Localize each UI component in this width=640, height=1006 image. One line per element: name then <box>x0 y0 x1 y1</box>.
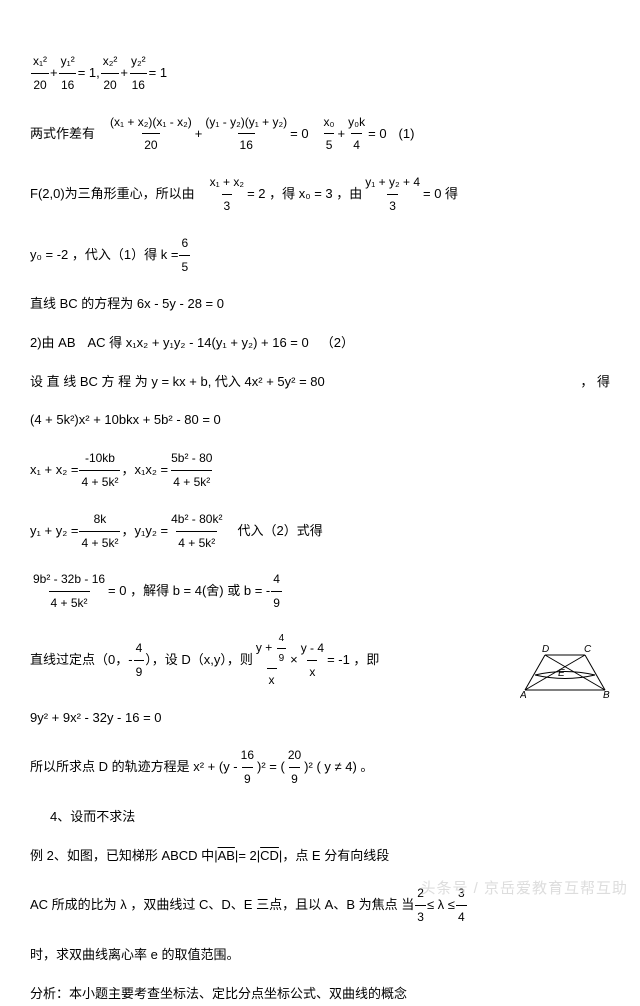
fraction: y - 4x <box>299 637 326 684</box>
fraction: 4b² - 80k²4 + 5k² <box>169 508 224 555</box>
text: 例 2、如图，已知梯形 ABCD 中 <box>30 844 214 869</box>
text: = 1, <box>78 61 100 86</box>
equation-line: y₀ = -2 ，代入（1）得 k = 65 <box>30 232 610 279</box>
text: = 2 ，得 x₀ = 3 ，由 <box>247 182 362 207</box>
text: 代入（2）式得 <box>237 519 322 544</box>
trapezoid-diagram: D C E A B <box>520 640 610 700</box>
equation-line: 9b² - 32b - 164 + 5k² = 0 ，解得 b = 4(舍) 或… <box>30 568 610 615</box>
fraction: x₂²20 <box>101 50 120 97</box>
equation-line: y₁ + y₂ = 8k4 + 5k² ，y₁y₂ = 4b² - 80k²4 … <box>30 508 610 555</box>
fraction: (y₁ - y₂)(y₁ + y₂)16 <box>203 111 289 158</box>
text: 设 直 线 BC 方 程 为 y = kx + b, 代入 4x² + 5y² … <box>30 370 325 395</box>
fraction: 49 <box>271 568 282 615</box>
text-line: 例 2、如图，已知梯形 ABCD 中 |AB| = 2 |CD| ，点 E 分有… <box>30 844 610 869</box>
text: F(2,0)为三角形重心，所以由 <box>30 182 195 207</box>
text: × <box>290 648 298 673</box>
text: 直线过定点（0，- <box>30 648 133 673</box>
text: AB <box>218 844 235 869</box>
text: CD <box>260 844 279 869</box>
svg-text:D: D <box>542 644 549 655</box>
equation-line: (4 + 5k²)x² + 10bkx + 5b² - 80 = 0 <box>30 408 610 433</box>
text: 两式作差有 <box>30 122 95 147</box>
fraction: y₁ + y₂ + 43 <box>363 171 422 218</box>
text: ，点 E 分有向线段 <box>282 844 389 869</box>
text: (4 + 5k²)x² + 10bkx + 5b² - 80 = 0 <box>30 408 221 433</box>
text: 2)由 AB <box>30 331 76 356</box>
text: (1) <box>399 122 415 147</box>
equation-line: x₁ + x₂ = -10kb4 + 5k² ，x₁x₂ = 5b² - 804… <box>30 447 610 494</box>
text: 直线 BC 的方程为 6x - 5y - 28 = 0 <box>30 292 224 317</box>
watermark: 头条号 / 京岳爱教育互帮互助 <box>420 877 628 898</box>
text: （2） <box>321 331 354 356</box>
equation-line: x₁²20 + y₁²16 = 1, x₂²20 + y₂²16 = 1 <box>30 50 610 97</box>
text: x₁ + x₂ = <box>30 458 78 483</box>
text-line: 时，求双曲线离心率 e 的取值范围。 <box>30 943 610 968</box>
text: = 0 <box>290 122 308 147</box>
text: = 0 ，解得 b = 4(舍) 或 b = - <box>108 579 270 604</box>
text: = 1 <box>149 61 167 86</box>
text-line: 分析：本小题主要考查坐标法、定比分点坐标公式、双曲线的概念 <box>30 982 610 1006</box>
text: 时，求双曲线离心率 e 的取值范围。 <box>30 943 239 968</box>
fraction: x₁ + x₂3 <box>208 171 246 218</box>
heading-line: 4、设而不求法 <box>50 805 610 830</box>
text: 所以所求点 D 的轨迹方程是 x² + (y - <box>30 755 238 780</box>
svg-text:A: A <box>520 690 527 700</box>
fraction: (x₁ + x₂)(x₁ - x₂)20 <box>108 111 194 158</box>
equation-line: 两式作差有 (x₁ + x₂)(x₁ - x₂)20 + (y₁ - y₂)(y… <box>30 111 610 158</box>
fraction: 8k4 + 5k² <box>79 508 120 555</box>
text: = 2 <box>238 844 256 869</box>
text: 4、设而不求法 <box>50 805 135 830</box>
svg-text:B: B <box>603 690 610 700</box>
equation-line: 所以所求点 D 的轨迹方程是 x² + (y - 169 )² = ( 209 … <box>30 744 610 791</box>
text: 9y² + 9x² - 32y - 16 = 0 <box>30 706 162 731</box>
text: 分析：本小题主要考查坐标法、定比分点坐标公式、双曲线的概念 <box>30 982 407 1006</box>
fraction: y₀k4 <box>346 111 367 158</box>
equation-line: F(2,0)为三角形重心，所以由 x₁ + x₂3 = 2 ，得 x₀ = 3 … <box>30 171 610 218</box>
text: ， 得 <box>580 370 610 395</box>
fraction: 49 <box>134 637 145 684</box>
text: )² ( y ≠ 4) 。 <box>304 755 373 780</box>
fraction: y₂²16 <box>129 50 148 97</box>
text: ，y₁y₂ = <box>121 519 168 544</box>
text: ，x₁x₂ = <box>121 458 168 483</box>
text: ），设 D（x,y），则 <box>145 648 253 673</box>
fraction: x₁²20 <box>31 50 49 97</box>
text-line: 直线 BC 的方程为 6x - 5y - 28 = 0 <box>30 292 610 317</box>
fraction: y₁²16 <box>59 50 77 97</box>
text: )² = ( <box>257 755 285 780</box>
svg-text:C: C <box>584 644 592 655</box>
svg-text:E: E <box>558 668 565 679</box>
text: y₁ + y₂ = <box>30 519 78 544</box>
fraction: 209 <box>286 744 303 791</box>
text: AC 得 x₁x₂ + y₁y₂ - 14(y₁ + y₂) + 16 = 0 <box>88 331 309 356</box>
text: = 0 得 <box>423 182 458 207</box>
fraction: 169 <box>239 744 256 791</box>
fraction: 5b² - 804 + 5k² <box>169 447 214 494</box>
text: = 0 <box>368 122 386 147</box>
text: y₀ = -2 ，代入（1）得 k = <box>30 243 178 268</box>
fraction: y + 49x <box>254 629 289 692</box>
fraction: 65 <box>179 232 190 279</box>
fraction: 9b² - 32b - 164 + 5k² <box>31 568 107 615</box>
equation-line: 9y² + 9x² - 32y - 16 = 0 <box>30 706 610 731</box>
equation-line: 设 直 线 BC 方 程 为 y = kx + b, 代入 4x² + 5y² … <box>30 370 610 395</box>
text: = -1 ，即 <box>327 648 379 673</box>
equation-line: 2)由 AB AC 得 x₁x₂ + y₁y₂ - 14(y₁ + y₂) + … <box>30 331 610 356</box>
fraction: -10kb4 + 5k² <box>79 447 120 494</box>
fraction: x₀5 <box>322 111 337 158</box>
